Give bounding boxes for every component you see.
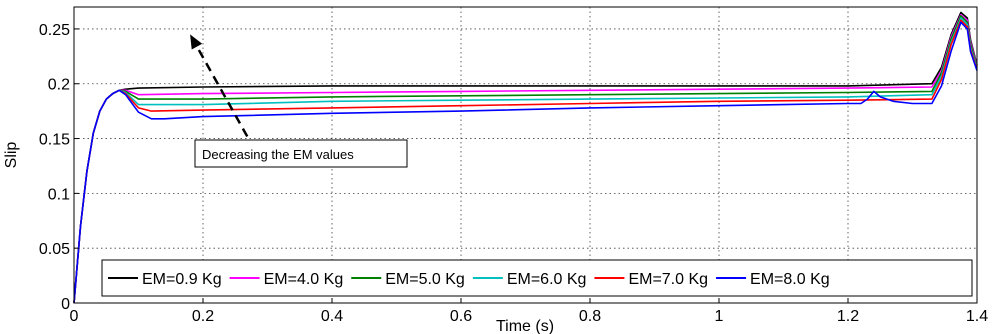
legend-label: EM=7.0 Kg [628, 271, 708, 288]
annotation-arrowhead [190, 34, 203, 50]
annotation-arrow [195, 46, 256, 151]
x-tick-label: 0.8 [579, 308, 601, 325]
x-tick-label: 0.6 [450, 308, 472, 325]
legend-label: EM=6.0 Kg [507, 271, 587, 288]
x-tick-label: 0.2 [192, 308, 214, 325]
annotation-box [194, 139, 408, 168]
annotation: Decreasing the EM values [190, 34, 408, 168]
series-lines [73, 11, 978, 304]
legend: EM=0.9 Kg EM=4.0 Kg EM=5.0 Kg EM=6.0 Kg EM=7… [101, 259, 973, 297]
annotation-label: Decreasing the EM values [202, 147, 354, 162]
y-tick-label: 0.25 [39, 22, 70, 39]
legend-label: EM=8.0 Kg [750, 271, 830, 288]
axis-ticks: 0 0.2 0.4 0.6 0.8 1 1.2 1.4 0 0.05 0.1 0.15 0.2 0.25 [39, 22, 988, 325]
x-tick-label: 1 [715, 308, 724, 325]
grid-lines [74, 7, 977, 303]
x-axis-title: Time (s) [496, 318, 554, 334]
y-tick-label: 0 [61, 296, 70, 313]
x-tick-label: 0.4 [321, 308, 343, 325]
x-tick-label: 1.2 [837, 308, 859, 325]
series-line [73, 21, 978, 304]
x-tick-label: 0 [70, 308, 79, 325]
y-tick-label: 0.2 [48, 77, 70, 94]
legend-label: EM=5.0 Kg [385, 271, 465, 288]
y-axis-title: Slip [3, 142, 20, 169]
y-tick-label: 0.1 [48, 186, 70, 203]
y-tick-label: 0.15 [39, 132, 70, 149]
plot-frame [73, 6, 978, 304]
y-tick-label: 0.05 [39, 241, 70, 258]
legend-label: EM=4.0 Kg [264, 271, 344, 288]
legend-label: EM=0.9 Kg [142, 271, 222, 288]
x-tick-label: 1.4 [966, 308, 988, 325]
